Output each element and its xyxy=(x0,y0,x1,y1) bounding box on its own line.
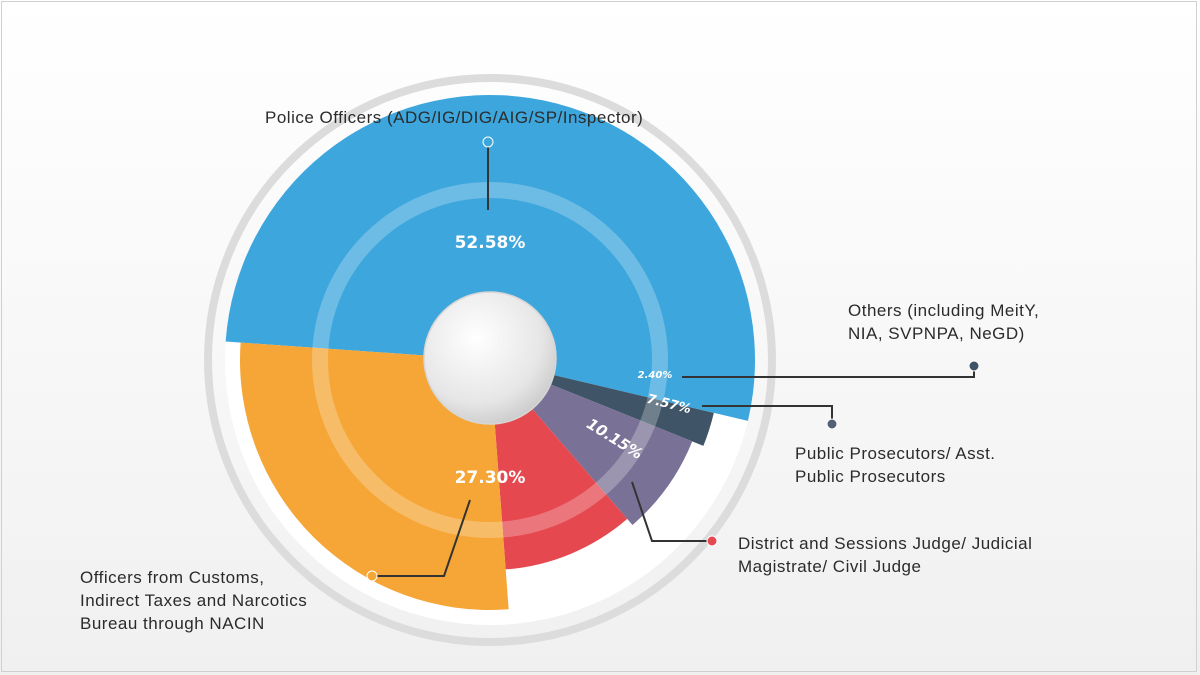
leader-dot-district-judge xyxy=(706,535,718,547)
outer-ring xyxy=(204,74,776,646)
leader-line-public-prosecutors xyxy=(702,405,833,424)
leader-dot-others xyxy=(968,360,980,372)
label-customs-officers: Officers from Customs, Indirect Taxes an… xyxy=(80,568,308,633)
pct-label-others: 2.40% xyxy=(638,370,673,381)
inner-ring xyxy=(312,182,668,538)
leader-dot-police-officers xyxy=(482,136,494,148)
center-hub xyxy=(423,291,557,425)
pct-label-police-officers: 52.58% xyxy=(455,233,526,253)
pct-label-customs-officers: 27.30% xyxy=(455,468,526,488)
slice-police-officers xyxy=(225,95,755,421)
slice-customs-officers xyxy=(240,342,509,610)
leader-line-district-judge xyxy=(631,481,712,542)
leader-dot-public-prosecutors xyxy=(826,418,838,430)
leader-line-customs-officers xyxy=(372,499,471,577)
label-district-judge: District and Sessions Judge/ Judicial Ma… xyxy=(738,534,1033,576)
leader-dot-customs-officers xyxy=(366,570,378,582)
label-public-prosecutors: Public Prosecutors/ Asst. Public Prosecu… xyxy=(795,444,996,486)
label-police-officers: Police Officers (ADG/IG/DIG/AIG/SP/Inspe… xyxy=(265,108,644,127)
label-others: Others (including MeitY, NIA, SVPNPA, Ne… xyxy=(848,301,1040,343)
